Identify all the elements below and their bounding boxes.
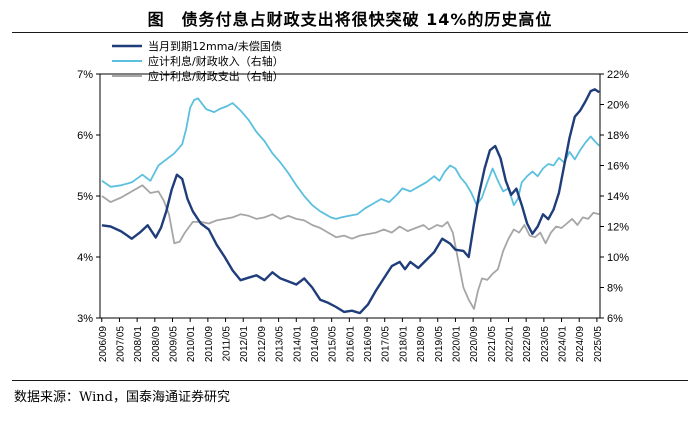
x-tick-label: 2020/01 bbox=[451, 326, 462, 363]
x-tick-label: 2021/05 bbox=[487, 326, 498, 363]
y-left-tick-label: 3% bbox=[77, 313, 93, 325]
x-tick-label: 2006/09 bbox=[98, 326, 109, 363]
x-tick-label: 2018/09 bbox=[416, 326, 427, 363]
x-tick-label: 2011/05 bbox=[222, 326, 233, 362]
y-right-tick-label: 8% bbox=[607, 283, 623, 295]
series-line-1 bbox=[101, 88, 600, 315]
y-left-tick-label: 4% bbox=[77, 252, 93, 264]
x-tick-label: 2025/05 bbox=[593, 326, 604, 363]
legend-label-1: 当月到期12mma/未偿国债 bbox=[148, 39, 282, 53]
x-tick-label: 2023/05 bbox=[540, 326, 551, 363]
chart-axes: 3% 4% 5% 6% 7% 6% 8% 10% 12% 14% 16% 18% 20% 22% 2006/… bbox=[77, 69, 629, 362]
x-tick-label: 2016/09 bbox=[363, 326, 374, 363]
x-tick-label: 2010/01 bbox=[186, 326, 197, 363]
legend-label-2: 应计利息/财政收入（右轴） bbox=[148, 54, 284, 68]
line-chart: 3% 4% 5% 6% 7% 6% 8% 10% 12% 14% 16% 18% 20% 22% 2006/… bbox=[77, 39, 629, 362]
y-right-tick-label: 12% bbox=[607, 222, 629, 234]
x-tick-label: 2022/09 bbox=[522, 326, 533, 363]
series-line-2 bbox=[101, 97, 600, 220]
x-tick-label: 2015/05 bbox=[328, 326, 339, 363]
x-tick-label: 2008/09 bbox=[151, 326, 162, 363]
series-line-3 bbox=[101, 184, 600, 310]
y-right-tick-label: 22% bbox=[607, 69, 629, 81]
x-tick-label: 2014/09 bbox=[310, 326, 321, 363]
y-left-tick-label: 6% bbox=[77, 130, 93, 142]
legend-label-3: 应计利息/财政支出（右轴） bbox=[148, 69, 284, 83]
x-tick-label: 2012/01 bbox=[239, 326, 250, 363]
x-tick-label: 2008/01 bbox=[133, 326, 144, 363]
y-right-tick-label: 18% bbox=[607, 130, 629, 142]
y-right-tick-label: 16% bbox=[607, 161, 629, 173]
x-tick-label: 2018/01 bbox=[398, 326, 409, 363]
chart-title: 图 债务付息占财政支出将很快突破 14%的历史高位 bbox=[147, 10, 553, 29]
x-tick-label: 2020/09 bbox=[469, 326, 480, 363]
top-rule bbox=[12, 32, 688, 33]
x-tick-label: 2014/01 bbox=[292, 326, 303, 363]
y-right-tick-label: 14% bbox=[607, 191, 629, 203]
x-tick-label: 2010/09 bbox=[204, 326, 215, 363]
x-tick-label: 2022/01 bbox=[504, 326, 515, 363]
y-left-tick-label: 7% bbox=[77, 69, 93, 81]
x-tick-label: 2017/05 bbox=[381, 326, 392, 363]
chart-lines bbox=[101, 88, 600, 315]
y-right-tick-label: 20% bbox=[607, 100, 629, 112]
x-tick-label: 2024/09 bbox=[575, 326, 586, 363]
x-tick-label: 2019/05 bbox=[434, 326, 445, 363]
x-tick-label: 2009/05 bbox=[169, 326, 180, 363]
y-right-tick-label: 10% bbox=[607, 252, 629, 264]
y-left-tick-label: 5% bbox=[77, 191, 93, 203]
data-source: 数据来源：Wind，国泰海通证券研究 bbox=[14, 390, 230, 405]
x-tick-label: 2024/01 bbox=[558, 326, 569, 363]
x-tick-label: 2012/09 bbox=[257, 326, 268, 363]
y-right-tick-label: 6% bbox=[607, 313, 623, 325]
x-tick-label: 2007/05 bbox=[115, 326, 126, 363]
plot-frame bbox=[99, 73, 601, 319]
x-tick-label: 2013/05 bbox=[275, 326, 286, 363]
bottom-rule bbox=[12, 380, 688, 381]
x-tick-label: 2016/01 bbox=[345, 326, 356, 363]
